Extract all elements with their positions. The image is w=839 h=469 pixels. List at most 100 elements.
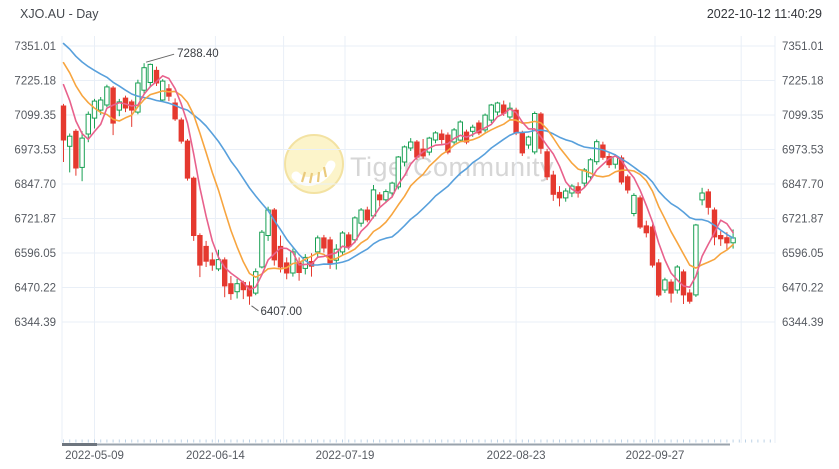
y-tick-label: 7351.01 (782, 41, 824, 53)
candle-down (346, 234, 352, 247)
symbol-title[interactable]: XJO.AU - Day (20, 7, 99, 21)
candle-up (451, 129, 457, 143)
ma-line-ma20 (62, 42, 734, 266)
candle-down (222, 259, 228, 287)
high-price-annotation: 7288.40 (177, 48, 219, 60)
candle-down (228, 283, 234, 295)
candle-up (147, 63, 154, 84)
y-tick-label: 6973.53 (782, 145, 824, 157)
candle-up (631, 194, 637, 214)
coin-stripe (308, 172, 314, 184)
y-tick-label: 6973.53 (14, 145, 56, 157)
candle-up (85, 113, 91, 135)
candle-up (587, 159, 594, 178)
y-tick-label: 6596.05 (14, 248, 56, 260)
candle-up (141, 67, 147, 91)
candle-up (488, 104, 495, 121)
candle-up (352, 217, 358, 241)
ma-line-ma10 (62, 61, 734, 279)
watermark-text: TigerCommunity (350, 152, 554, 182)
candle-up (525, 136, 532, 146)
candle-down (625, 176, 631, 191)
candle-up (79, 137, 85, 168)
candle-up (432, 132, 439, 141)
y-tick-label: 7225.18 (14, 76, 56, 88)
candle-down (643, 225, 649, 234)
candle-down (439, 133, 445, 140)
candle-down (178, 119, 185, 142)
candle-down (197, 235, 203, 266)
candle-up (215, 259, 222, 270)
annotations: 7288.40 6407.00 (145, 48, 303, 318)
y-tick-label: 6721.87 (782, 214, 824, 226)
y-axis-left: 7351.01 7225.18 7099.35 6973.53 6847.70 6721.… (14, 41, 56, 329)
y-tick-label: 7099.35 (782, 110, 824, 122)
candle-down (377, 194, 383, 201)
candle-up (693, 224, 699, 296)
candle-up (135, 82, 141, 113)
candle-down (718, 235, 724, 240)
candle-up (457, 121, 464, 141)
coin-stripe (316, 171, 321, 183)
candle-down (271, 209, 278, 261)
candle-down (321, 237, 327, 249)
candle-up (370, 189, 377, 217)
y-tick-label: 6596.05 (782, 248, 824, 260)
x-tick-label: 2022-09-27 (626, 450, 685, 462)
candle-up (401, 146, 408, 163)
candle-up (470, 126, 476, 132)
y-tick-label: 7351.01 (14, 41, 56, 53)
candle-down (184, 140, 191, 179)
x-tick-label: 2022-06-14 (186, 450, 245, 462)
x-tick-label: 2022-05-09 (65, 450, 124, 462)
candle-up (395, 156, 402, 188)
y-tick-label: 6721.87 (14, 214, 56, 226)
candle-up (532, 113, 538, 153)
candle-down (327, 239, 333, 264)
y-tick-label: 6344.39 (782, 317, 824, 329)
candle-up (234, 283, 240, 293)
candle-down (277, 245, 284, 268)
ma-line-ma5 (62, 75, 734, 291)
y-tick-label: 6470.22 (782, 283, 824, 295)
x-tick-label: 2022-08-23 (487, 450, 546, 462)
candle-down (73, 130, 79, 169)
candle-down (649, 226, 656, 266)
candle-down (705, 191, 711, 208)
candle-up (426, 137, 433, 153)
annotation-line (251, 305, 259, 312)
chart-header: XJO.AU - Day 2022-10-12 11:40:29 (0, 0, 839, 30)
low-price-annotation: 6407.00 (261, 306, 303, 318)
candle-down (191, 177, 197, 236)
candle-up (104, 86, 110, 106)
candle-up (98, 99, 104, 111)
candle-up (315, 237, 321, 253)
candle-down (246, 285, 253, 297)
y-tick-label: 7225.18 (782, 76, 824, 88)
candle-down (637, 197, 643, 228)
x-axis[interactable]: 2022-05-09 2022-06-14 2022-07-19 2022-08-23… (62, 439, 771, 463)
candle-down (544, 151, 550, 178)
candle-down (656, 262, 662, 296)
candle-down (172, 102, 178, 120)
candle-up (662, 279, 668, 291)
candle-up (581, 169, 587, 184)
y-tick-label: 6847.70 (782, 179, 824, 191)
candle-down (60, 105, 67, 141)
candle-up (339, 232, 346, 253)
candle-down (364, 209, 371, 221)
tiger-tail-icon (291, 160, 336, 186)
candle-up (482, 114, 488, 131)
y-tick-label: 6847.70 (14, 179, 56, 191)
candle-down (556, 191, 563, 199)
x-tick-label: 2022-07-19 (316, 450, 375, 462)
annotation-line (145, 53, 175, 63)
candle-down (153, 69, 160, 84)
chart-timestamp: 2022-10-12 11:40:29 (706, 7, 822, 21)
candle-down (550, 174, 556, 195)
y-tick-label: 6470.22 (14, 283, 56, 295)
y-tick-label: 7099.35 (14, 110, 56, 122)
candle-down (209, 259, 216, 266)
